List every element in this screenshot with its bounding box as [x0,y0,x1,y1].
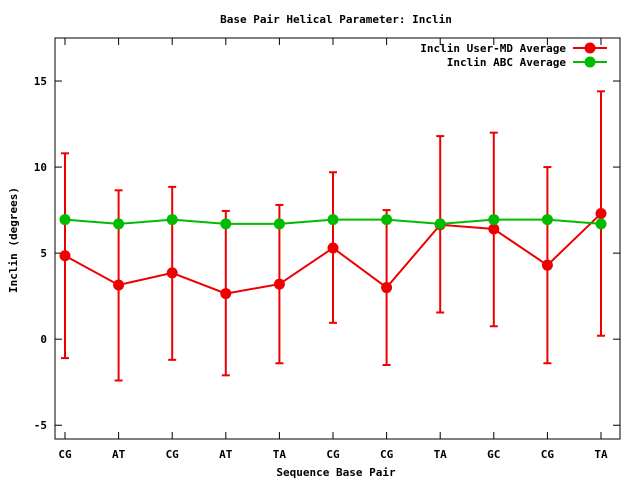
data-point-user-md [488,223,500,235]
legend-marker-abc [584,56,596,68]
legend: Inclin User-MD Average Inclin ABC Averag… [420,42,607,69]
chart-title: Base Pair Helical Parameter: Inclin [220,13,452,26]
x-tick-label: TA [594,448,608,461]
data-point-user-md [541,259,553,271]
axis-ticks: -5 0 5 10 15 CG AT CG AT TA CG CG TA GC CG TA [34,38,620,461]
legend-label-abc: Inclin ABC Average [447,56,567,69]
legend-marker-user-md [584,42,596,54]
x-tick-label: TA [273,448,287,461]
data-point-user-md [273,278,285,290]
x-axis-label: Sequence Base Pair [276,466,396,479]
data-point-abc [59,214,71,226]
data-point-user-md [113,279,125,291]
x-tick-label: CG [58,448,72,461]
data-point-abc [327,214,339,226]
series-layer [59,90,607,382]
x-tick-label: GC [487,448,500,461]
data-point-abc [273,218,285,230]
data-point-user-md [327,242,339,254]
x-tick-label: AT [219,448,233,461]
data-point-abc [381,214,393,226]
data-point-abc [541,214,553,226]
y-tick-label: 0 [40,333,47,346]
data-point-abc [113,218,125,230]
data-point-abc [595,218,607,230]
data-point-user-md [166,267,178,279]
data-point-abc [488,214,500,226]
x-tick-label: CG [380,448,394,461]
plot-area-border [54,37,621,440]
y-axis-label: Inclin (degrees) [7,187,20,293]
y-tick-label: 15 [34,75,47,88]
data-point-abc [434,218,446,230]
data-point-abc [220,218,232,230]
data-point-user-md [220,288,232,300]
data-point-user-md [381,282,393,294]
data-point-user-md [59,250,71,262]
y-tick-label: 10 [34,161,47,174]
data-point-abc [166,214,178,226]
x-tick-label: CG [326,448,340,461]
legend-label-user-md: Inclin User-MD Average [420,42,566,55]
data-point-user-md [595,208,607,220]
x-tick-label: TA [434,448,448,461]
x-tick-label: CG [166,448,180,461]
x-tick-label: AT [112,448,126,461]
y-tick-label: -5 [34,419,47,432]
x-tick-label: CG [541,448,555,461]
y-tick-label: 5 [40,247,47,260]
